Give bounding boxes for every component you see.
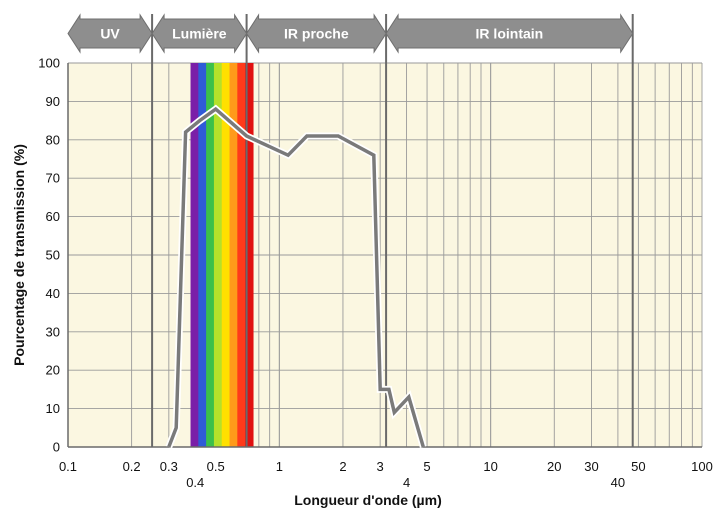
x-tick-label: 30 <box>584 459 598 474</box>
x-tick-label: 0.3 <box>160 459 178 474</box>
visible-spectrum <box>190 63 254 447</box>
x-tick-label: 5 <box>423 459 430 474</box>
spectrum-stripe <box>221 63 231 447</box>
series-line <box>167 106 425 448</box>
y-tick-label: 70 <box>46 171 60 186</box>
x-tick-label: 3 <box>377 459 384 474</box>
y-tick-label: 80 <box>46 132 60 147</box>
spectrum-stripe <box>190 63 199 447</box>
axes <box>67 63 702 448</box>
spectrum-stripe <box>213 63 223 447</box>
y-tick-label: 100 <box>38 56 60 71</box>
band-arrow <box>385 13 634 54</box>
spectrum-stripe <box>198 63 207 447</box>
x-tick-labels: 0.1 0.2 0.3 0.40.5 1 2 3 45 10 20 30 40 50 100 <box>59 459 713 490</box>
x-tick-label: 0.2 <box>123 459 141 474</box>
x-tick-label: 0.5 <box>207 459 225 474</box>
x-tick-label: 40 <box>611 475 625 490</box>
band-label: IR proche <box>284 26 349 42</box>
spectrum-stripe <box>245 63 254 447</box>
spectrum-stripe <box>206 63 215 447</box>
x-axis-title: Longueur d'onde (µm) <box>294 492 442 508</box>
y-tick-label: 90 <box>46 94 60 109</box>
x-tick-label: 2 <box>339 459 346 474</box>
y-tick-label: 0 <box>53 440 60 455</box>
y-tick-labels: 0 10 20 30 40 50 60 70 80 90 100 <box>38 56 60 455</box>
band-label: IR lointain <box>476 26 544 42</box>
x-tick-label: 50 <box>631 459 645 474</box>
y-tick-label: 50 <box>46 248 60 263</box>
y-tick-label: 20 <box>46 363 60 378</box>
y-tick-label: 10 <box>46 401 60 416</box>
x-tick-label: 20 <box>547 459 561 474</box>
x-tick-label: 4 <box>403 475 410 490</box>
x-tick-label: 100 <box>691 459 713 474</box>
y-tick-label: 40 <box>46 286 60 301</box>
y-tick-label: 30 <box>46 324 60 339</box>
y-tick-label: 60 <box>46 209 60 224</box>
band-label: UV <box>100 26 120 42</box>
y-axis-title: Pourcentage de transmission (%) <box>11 144 27 366</box>
x-tick-label: 0.1 <box>59 459 77 474</box>
x-tick-label: 0.4 <box>186 475 204 490</box>
x-tick-label: 10 <box>483 459 497 474</box>
spectrum-stripe <box>237 63 246 447</box>
band-boundary-lines <box>151 14 634 447</box>
spectrum-stripe <box>229 63 238 447</box>
transmission-series <box>165 104 427 449</box>
band-label: Lumière <box>172 26 227 42</box>
x-tick-label: 1 <box>276 459 283 474</box>
band-arrows: UV Lumière IR proche IR lointain <box>67 13 634 54</box>
